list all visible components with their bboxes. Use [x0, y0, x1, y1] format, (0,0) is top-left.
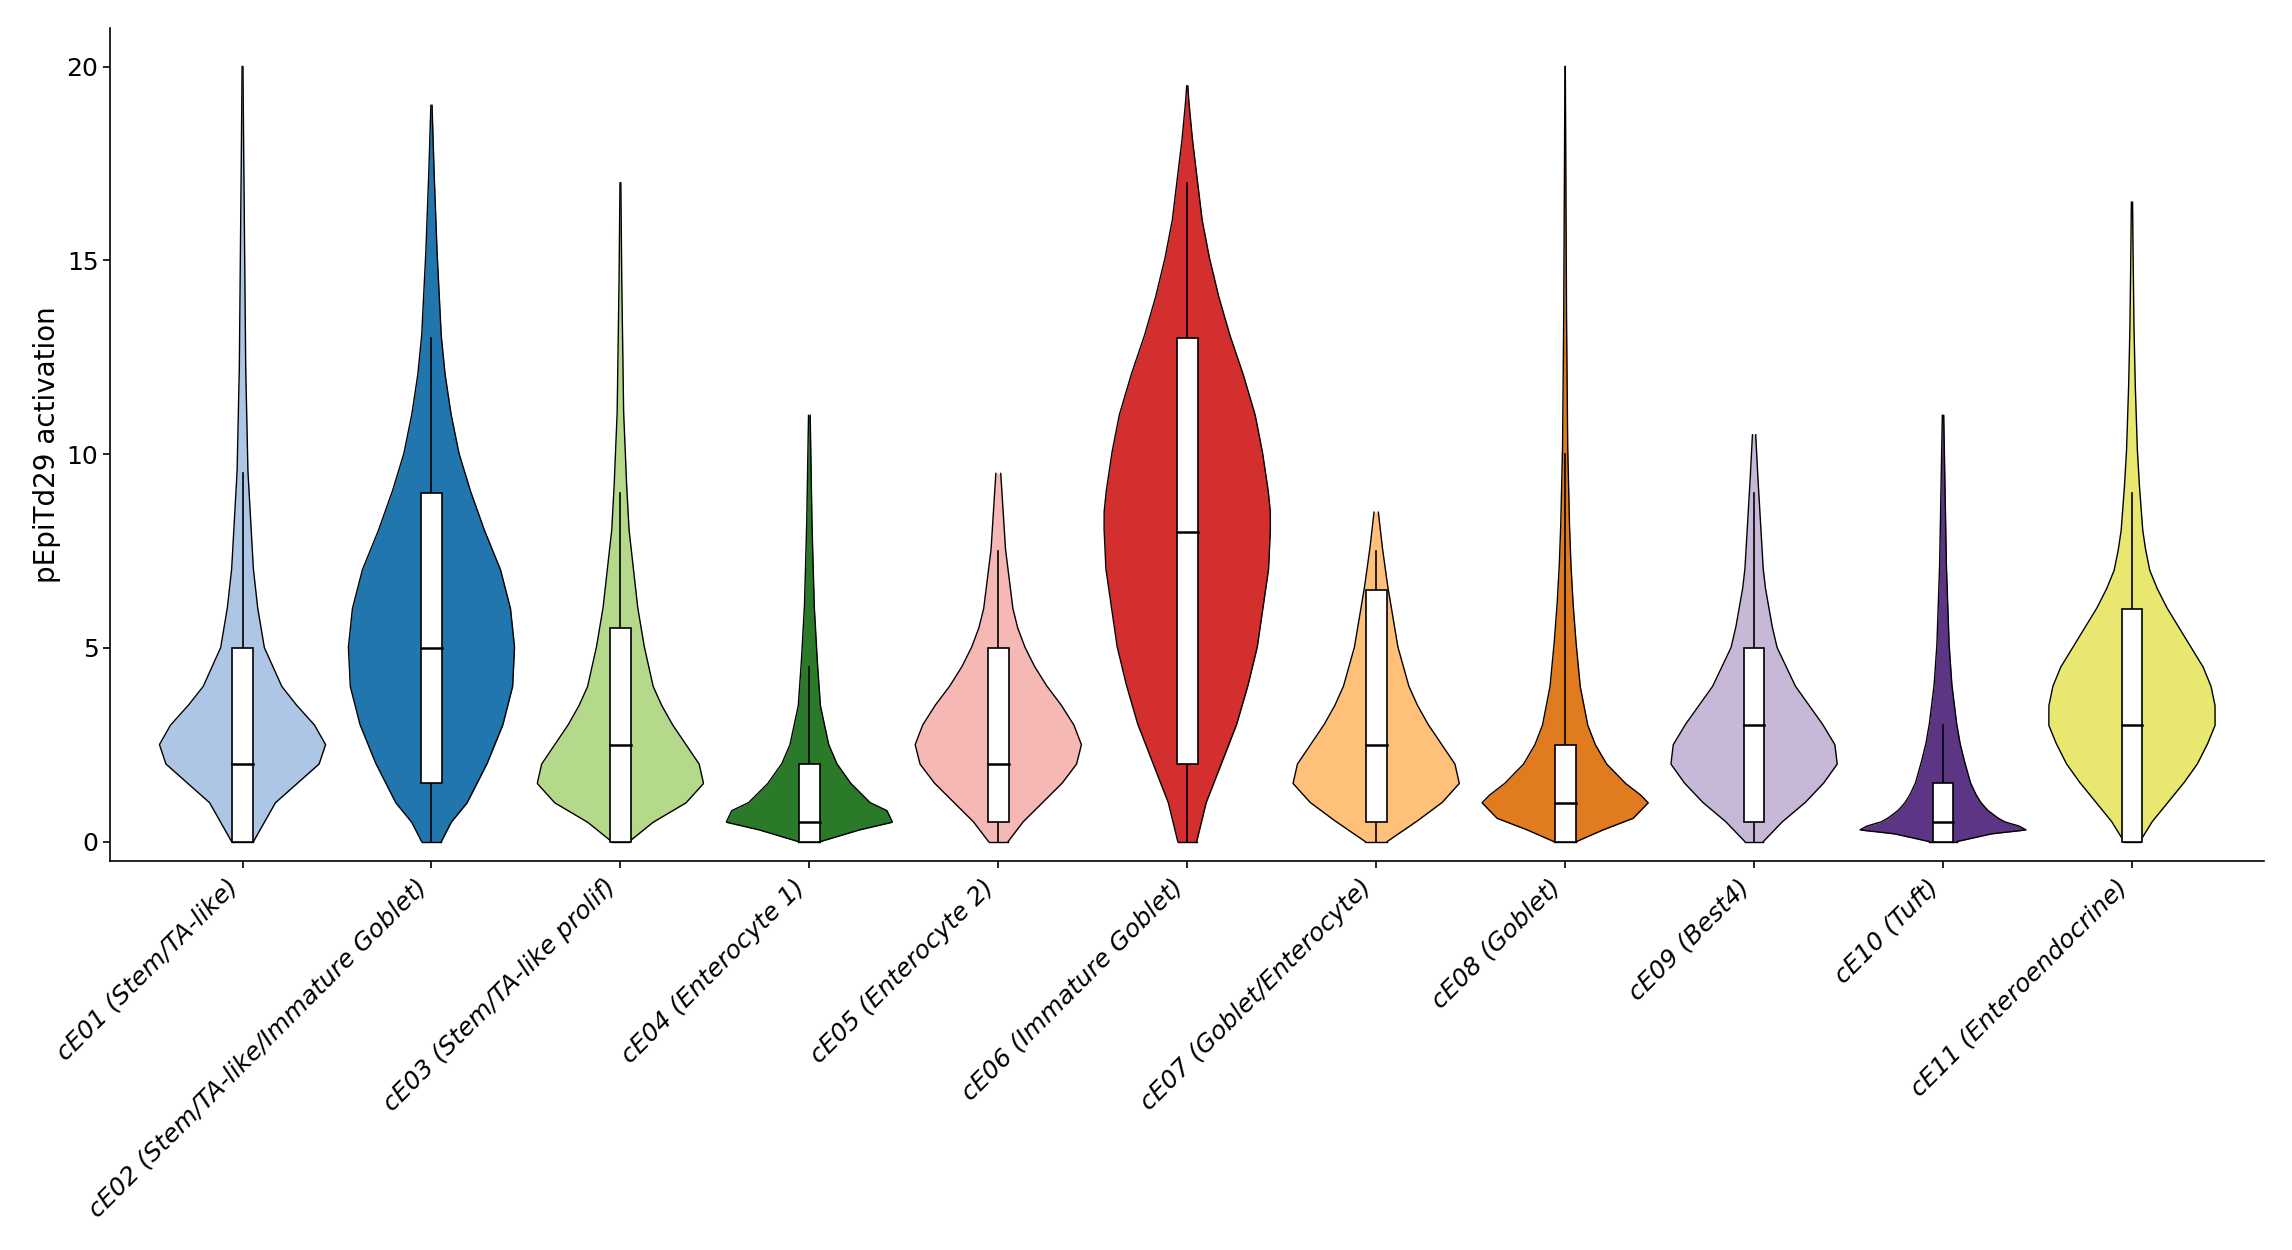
FancyBboxPatch shape — [1554, 745, 1575, 841]
FancyBboxPatch shape — [422, 492, 442, 784]
FancyBboxPatch shape — [231, 648, 252, 841]
FancyBboxPatch shape — [1744, 648, 1765, 822]
FancyBboxPatch shape — [988, 648, 1008, 822]
FancyBboxPatch shape — [1176, 338, 1199, 764]
FancyBboxPatch shape — [2122, 609, 2143, 841]
FancyBboxPatch shape — [1366, 590, 1387, 822]
Y-axis label: pEpiTd29 activation: pEpiTd29 activation — [32, 306, 62, 582]
FancyBboxPatch shape — [1932, 784, 1953, 841]
FancyBboxPatch shape — [610, 629, 630, 841]
FancyBboxPatch shape — [800, 764, 821, 841]
